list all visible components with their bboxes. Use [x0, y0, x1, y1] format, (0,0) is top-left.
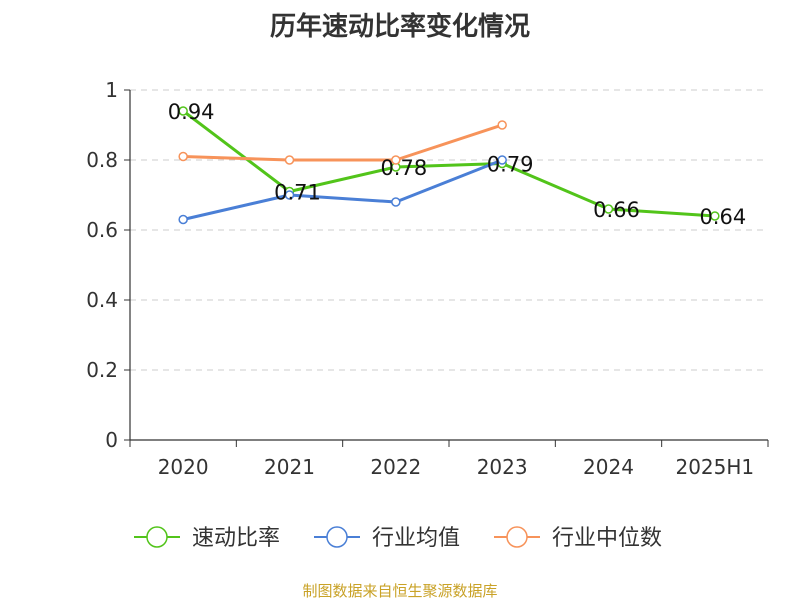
legend-item-0[interactable]: 速动比率	[134, 526, 280, 551]
x-tick-label: 2024	[583, 455, 634, 479]
data-labels: 0.94 0.71 0.78 0.79 0.66 0.64	[168, 100, 746, 229]
legend-marker-icon	[326, 526, 348, 548]
source-note: 制图数据来自恒生聚源数据库	[302, 582, 498, 600]
data-label: 0.78	[380, 156, 427, 180]
x-tick-label: 2025H1	[675, 455, 754, 479]
data-point	[284, 190, 295, 200]
series-line	[183, 123, 503, 162]
data-point	[178, 214, 188, 225]
data-point	[603, 204, 614, 214]
chart-title: 历年速动比率变化情况	[269, 12, 530, 42]
legend-item-2[interactable]: 行业中位数	[494, 526, 662, 551]
legend-label: 行业中位数	[552, 526, 662, 551]
series-lines	[178, 106, 720, 225]
grid-lines	[130, 89, 768, 371]
data-point	[497, 120, 507, 130]
y-tick-label: 0.6	[86, 218, 118, 242]
data-point	[391, 197, 401, 207]
data-point	[710, 211, 720, 221]
y-tick-label: 1	[105, 78, 118, 102]
legend[interactable]: 速动比率 行业均值 行业中位数	[134, 526, 662, 551]
y-tick-label: 0.2	[86, 358, 118, 382]
data-label: 0.66	[593, 198, 640, 222]
series-1	[178, 155, 507, 225]
data-point	[497, 155, 507, 165]
legend-marker-icon	[506, 526, 528, 548]
y-tick-label: 0.4	[86, 288, 118, 312]
x-tick-label: 2020	[158, 455, 209, 479]
series-line	[182, 109, 715, 218]
data-point	[391, 155, 401, 165]
legend-item-1[interactable]: 行业均值	[314, 526, 460, 551]
data-label: 0.79	[487, 153, 534, 177]
x-tick-label: 2023	[477, 455, 528, 479]
x-tick-label: 2022	[370, 455, 421, 479]
y-tick-label: 0	[105, 428, 118, 452]
data-point	[284, 155, 295, 165]
series-0	[178, 106, 720, 221]
axes: 0 0.2 0.4 0.6 0.8 1 2020 2021 2022 2023 2024 2025H1	[86, 78, 769, 479]
y-tick-label: 0.8	[86, 148, 118, 172]
data-point	[178, 151, 188, 162]
x-tick-label: 2021	[264, 455, 315, 479]
data-point	[178, 106, 188, 116]
data-label: 0.94	[168, 100, 215, 124]
data-label: 0.71	[274, 181, 321, 205]
legend-label: 速动比率	[192, 526, 280, 551]
series-line	[182, 158, 503, 221]
series-2	[178, 120, 507, 165]
data-label: 0.64	[699, 205, 746, 229]
legend-marker-icon	[146, 526, 168, 548]
legend-label: 行业均值	[372, 526, 460, 551]
